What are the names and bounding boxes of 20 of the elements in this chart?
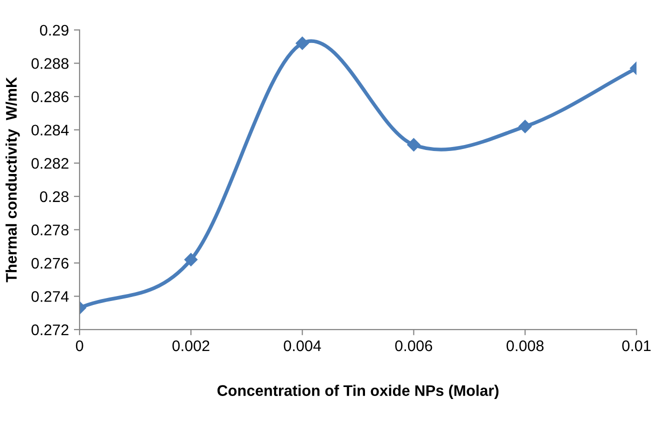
x-tick-label: 0.008 bbox=[506, 340, 544, 352]
y-tick-label: 0.288 bbox=[32, 58, 68, 69]
y-axis-title: Thermal conductivity W/mK bbox=[6, 77, 20, 282]
x-tick-label: 0.002 bbox=[172, 340, 210, 352]
x-tick-label: 0.004 bbox=[284, 340, 321, 352]
y-tick-label: 0.29 bbox=[40, 24, 68, 36]
y-tick-label: 0.282 bbox=[32, 158, 68, 169]
point bbox=[407, 138, 420, 152]
x-axis-title: Concentration of Tin oxide NPs (Molar) bbox=[217, 384, 498, 400]
y-tick-label: 0.274 bbox=[32, 291, 69, 302]
y-tick-label: 0.286 bbox=[32, 91, 68, 102]
x-tick-label: 0 bbox=[76, 340, 84, 352]
y-tick-label: 0.278 bbox=[32, 224, 68, 236]
x-tick-label: 0.01 bbox=[622, 340, 651, 352]
y-tick-label: 0.28 bbox=[40, 191, 68, 202]
point bbox=[296, 36, 309, 50]
x-tick-label: 0.006 bbox=[395, 340, 432, 352]
y-tick-label: 0.272 bbox=[32, 324, 68, 336]
y-tick-label: 0.276 bbox=[32, 258, 68, 269]
y-tick-label: 0.284 bbox=[32, 124, 69, 136]
